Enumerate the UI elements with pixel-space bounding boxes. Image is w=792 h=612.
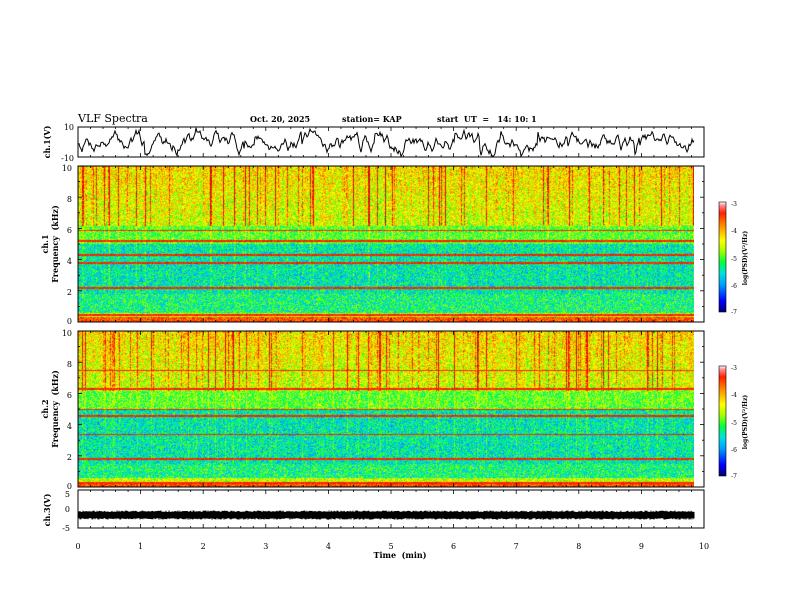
- spec2-ylabel-frequency: Frequency (kHz): [50, 370, 60, 448]
- ch3-ytick-m5: -5: [62, 524, 70, 533]
- ch3-waveform-ylabel: ch.3(V): [42, 493, 52, 526]
- figure-title: VLF Spectra: [77, 112, 148, 125]
- ch1-waveform-trace: [77, 127, 695, 158]
- spec2-ytick-0: 0: [67, 482, 72, 491]
- xtick-9: 9: [639, 542, 644, 551]
- cb2-label: log(PSD)(V²/Hz): [742, 395, 749, 450]
- ch2-spectrogram-image: [78, 331, 694, 487]
- xtick-3: 3: [263, 542, 268, 551]
- ch2-spectrogram-panel: 0 2 4 6 8 10 ch.2 Frequency (kHz) -3 -4 …: [40, 329, 749, 491]
- xtick-7: 7: [514, 542, 519, 551]
- spec1-ytick-10: 10: [62, 164, 72, 173]
- x-axis: 0 1 2 3 4 5 6 7 8 9 10 Time (min): [75, 542, 709, 560]
- ch1-colorbar: [718, 201, 727, 313]
- xtick-5: 5: [388, 542, 393, 551]
- ch1-ytick-top: 10: [64, 123, 74, 132]
- xtick-6: 6: [451, 542, 456, 551]
- spec2-ytick-4: 4: [67, 422, 72, 431]
- x-axis-label: Time (min): [373, 550, 426, 560]
- xtick-0: 0: [75, 542, 80, 551]
- spec2-ytick-6: 6: [67, 391, 72, 400]
- cb1-tick-m7: -7: [731, 309, 737, 316]
- spec1-ylabel-channel: ch.1: [40, 234, 50, 253]
- xtick-10: 10: [699, 542, 709, 551]
- spec1-ytick-0: 0: [67, 317, 72, 326]
- ch3-ytick-5: 5: [65, 490, 70, 499]
- spec2-ytick-8: 8: [67, 360, 72, 369]
- ch1-ytick-bottom: -10: [61, 154, 74, 163]
- ch1-spectrogram-yticks: 0 2 4 6 8 10: [62, 164, 72, 326]
- ch1-spectrogram-panel: 0 2 4 6 8 10 ch.1 Frequency (kHz) -3 -4 …: [40, 164, 749, 326]
- ch1-spectrogram-image: [78, 166, 694, 322]
- cb1-tick-m5: -5: [731, 256, 737, 263]
- axis-tick-marks: [77, 127, 705, 528]
- spec2-ytick-2: 2: [67, 453, 72, 462]
- header-station: station= KAP: [342, 114, 402, 124]
- cb1-tick-m6: -6: [731, 283, 737, 290]
- spec1-ytick-8: 8: [67, 195, 72, 204]
- ch3-waveform-trace: [77, 510, 695, 520]
- cb2-tick-m5: -5: [731, 420, 737, 427]
- spec1-ytick-6: 6: [67, 226, 72, 235]
- xtick-1: 1: [138, 542, 143, 551]
- spec2-ylabel-channel: ch.2: [40, 399, 50, 418]
- ch2-spectrogram-yticks: 0 2 4 6 8 10: [62, 329, 72, 491]
- ch2-colorbar: [718, 365, 727, 477]
- cb2-tick-m6: -6: [731, 447, 737, 454]
- ch1-waveform-ylabel: ch.1(V): [42, 125, 52, 158]
- xtick-8: 8: [576, 542, 581, 551]
- cb1-tick-m3: -3: [731, 201, 737, 208]
- xtick-4: 4: [326, 542, 331, 551]
- ch1-waveform-panel: 10 -10 ch.1(V): [42, 123, 705, 163]
- cb1-label: log(PSD)(V²/Hz): [742, 231, 749, 286]
- cb2-tick-m4: -4: [731, 392, 737, 399]
- header-date: Oct. 20, 2025: [250, 114, 310, 124]
- cb2-tick-m3: -3: [731, 365, 737, 372]
- xtick-2: 2: [201, 542, 206, 551]
- spec1-ytick-4: 4: [67, 257, 72, 266]
- cb1-tick-m4: -4: [731, 228, 737, 235]
- cb2-tick-m7: -7: [731, 473, 737, 480]
- ch3-waveform-frame: [77, 489, 705, 529]
- ch3-ytick-0: 0: [65, 505, 70, 514]
- spec2-ytick-10: 10: [62, 329, 72, 338]
- header-start-ut: start UT = 14: 10: 1: [437, 114, 537, 124]
- ch3-waveform-panel: 5 0 -5 ch.3(V): [42, 489, 705, 533]
- spec1-ylabel-frequency: Frequency (kHz): [50, 205, 60, 283]
- spec1-ytick-2: 2: [67, 288, 72, 297]
